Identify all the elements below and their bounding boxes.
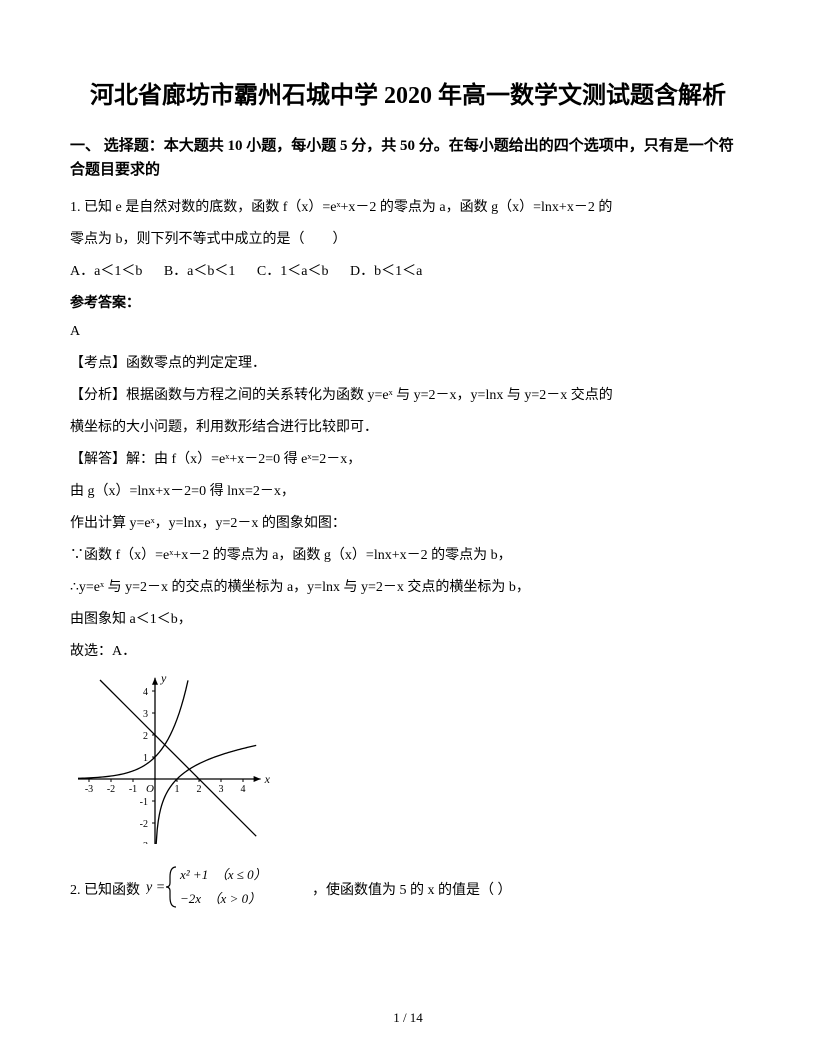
q1-options: A．a＜1＜b B．a＜b＜1 C．1＜a＜b D．b＜1＜a xyxy=(70,258,746,286)
q1-kaodian: 【考点】函数零点的判定定理． xyxy=(70,350,746,378)
svg-text:x: x xyxy=(264,772,270,786)
svg-text:3: 3 xyxy=(143,709,148,720)
q1-option-d: D．b＜1＜a xyxy=(350,264,422,279)
q1-jieda-l5: ∴y=eˣ 与 y=2－x 的交点的横坐标为 a，y=lnx 与 y=2－x 交… xyxy=(70,574,746,602)
q1-fenxi-l1: 【分析】根据函数与方程之间的关系转化为函数 y=eˣ 与 y=2－x，y=lnx… xyxy=(70,382,746,410)
q1-jieda-l4: ∵函数 f（x）=eˣ+x－2 的零点为 a，函数 g（x）=lnx+x－2 的… xyxy=(70,542,746,570)
svg-text:O: O xyxy=(146,783,154,795)
q1-stem-line1: 1. 已知 e 是自然对数的底数，函数 f（x）=eˣ+x－2 的零点为 a，函… xyxy=(70,194,746,222)
function-graph: -3 -2 -1 1 2 3 4 -3 -2 -1 1 2 3 4 Ox y xyxy=(70,674,270,844)
q1-jieda-l2: 由 g（x）=lnx+x－2=0 得 lnx=2－x， xyxy=(70,478,746,506)
svg-text:-2: -2 xyxy=(140,819,148,830)
svg-text:3: 3 xyxy=(219,784,224,795)
svg-text:-3: -3 xyxy=(85,784,93,795)
section-header: 一、 选择题：本大题共 10 小题，每小题 5 分，共 50 分。在每小题给出的… xyxy=(70,134,746,182)
piecewise-svg: y = x² +1 （x ≤ 0） −2x （x > 0） xyxy=(146,861,306,913)
q2-suffix: ，使函数值为 5 的 x 的值是（ ） xyxy=(312,880,512,902)
svg-text:-1: -1 xyxy=(140,797,148,808)
graph-figure: -3 -2 -1 1 2 3 4 -3 -2 -1 1 2 3 4 Ox y xyxy=(70,674,746,849)
page-number: 1 / 14 xyxy=(0,1010,816,1026)
q2-prefix: 2. 已知函数 xyxy=(70,880,140,902)
q1-option-a: A．a＜1＜b xyxy=(70,264,142,279)
q1-answer: A xyxy=(70,318,746,346)
answer-label: 参考答案： xyxy=(70,290,746,318)
svg-text:4: 4 xyxy=(241,784,246,795)
q1-jieda-l3: 作出计算 y=eˣ，y=lnx，y=2－x 的图象如图： xyxy=(70,510,746,538)
q1-jieda-l1: 【解答】解：由 f（x）=eˣ+x－2=0 得 eˣ=2－x， xyxy=(70,446,746,474)
piecewise-bot: −2x （x > 0） xyxy=(180,891,261,906)
svg-text:-2: -2 xyxy=(107,784,115,795)
q1-stem-line2: 零点为 b，则下列不等式中成立的是（ ） xyxy=(70,226,746,254)
svg-text:y: y xyxy=(160,674,167,685)
piecewise-top: x² +1 （x ≤ 0） xyxy=(179,867,267,882)
svg-text:2: 2 xyxy=(143,731,148,742)
svg-text:-1: -1 xyxy=(129,784,137,795)
page-title: 河北省廊坊市霸州石城中学 2020 年高一数学文测试题含解析 xyxy=(70,80,746,114)
svg-text:1: 1 xyxy=(175,784,180,795)
q1-fenxi-l2: 横坐标的大小问题，利用数形结合进行比较即可． xyxy=(70,414,746,442)
q1-jieda-l6: 由图象知 a＜1＜b， xyxy=(70,606,746,634)
svg-text:1: 1 xyxy=(143,753,148,764)
q1-option-c: C．1＜a＜b xyxy=(257,264,329,279)
q1-option-b: B．a＜b＜1 xyxy=(164,264,236,279)
svg-text:2: 2 xyxy=(197,784,202,795)
svg-text:4: 4 xyxy=(143,687,148,698)
q1-jieda-l7: 故选：A． xyxy=(70,638,746,666)
svg-text:y =: y = xyxy=(146,880,165,895)
q2-stem: 2. 已知函数 y = x² +1 （x ≤ 0） −2x （x > 0） ，使… xyxy=(70,861,746,921)
piecewise-formula: y = x² +1 （x ≤ 0） −2x （x > 0） xyxy=(146,861,306,921)
svg-text:-3: -3 xyxy=(140,841,148,844)
